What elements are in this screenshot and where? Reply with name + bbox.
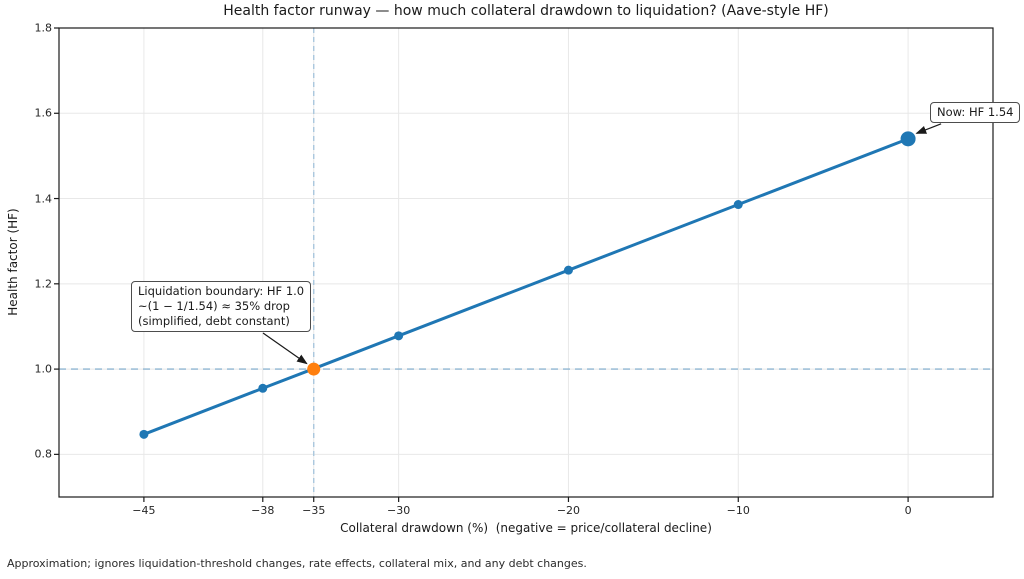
x-tick-label: −20 [556,504,581,517]
y-tick-label: 1.8 [34,21,53,35]
annotation-now-hf: Now: HF 1.54 [930,102,1021,123]
data-point-marker [258,383,268,393]
chart-title: Health factor runway — how much collater… [223,3,829,19]
x-axis-label: Collateral drawdown (%) (negative = pric… [340,521,712,535]
liquidation-point-marker [307,362,321,376]
y-tick-label: 1.6 [34,106,53,120]
now-point-marker [900,131,916,147]
data-point-marker [563,265,573,275]
x-tick-label: −45 [132,504,156,517]
x-tick-label: −10 [726,504,750,517]
y-tick-label: 1.2 [34,277,53,291]
x-tick-label: 0 [904,504,912,517]
data-point-marker [394,331,404,341]
annotation-now-arrow [915,123,942,134]
footnote: Approximation; ignores liquidation-thres… [7,557,587,570]
y-tick-label: 0.8 [34,447,53,461]
annotation-liquidation-boundary: Liquidation boundary: HF 1.0 ~(1 − 1/1.5… [131,281,312,332]
y-tick-label: 1.0 [34,362,53,376]
x-tick-label: −30 [387,504,411,517]
x-tick-label: −35 [302,504,326,517]
y-tick-label: 1.4 [34,192,53,206]
data-point-marker [139,429,149,439]
y-axis-label: Health factor (HF) [6,208,20,316]
annotation-liquidation-arrow [262,332,308,365]
data-point-marker [733,200,743,210]
axes-frame [58,27,994,498]
x-tick-label: −38 [251,504,275,517]
